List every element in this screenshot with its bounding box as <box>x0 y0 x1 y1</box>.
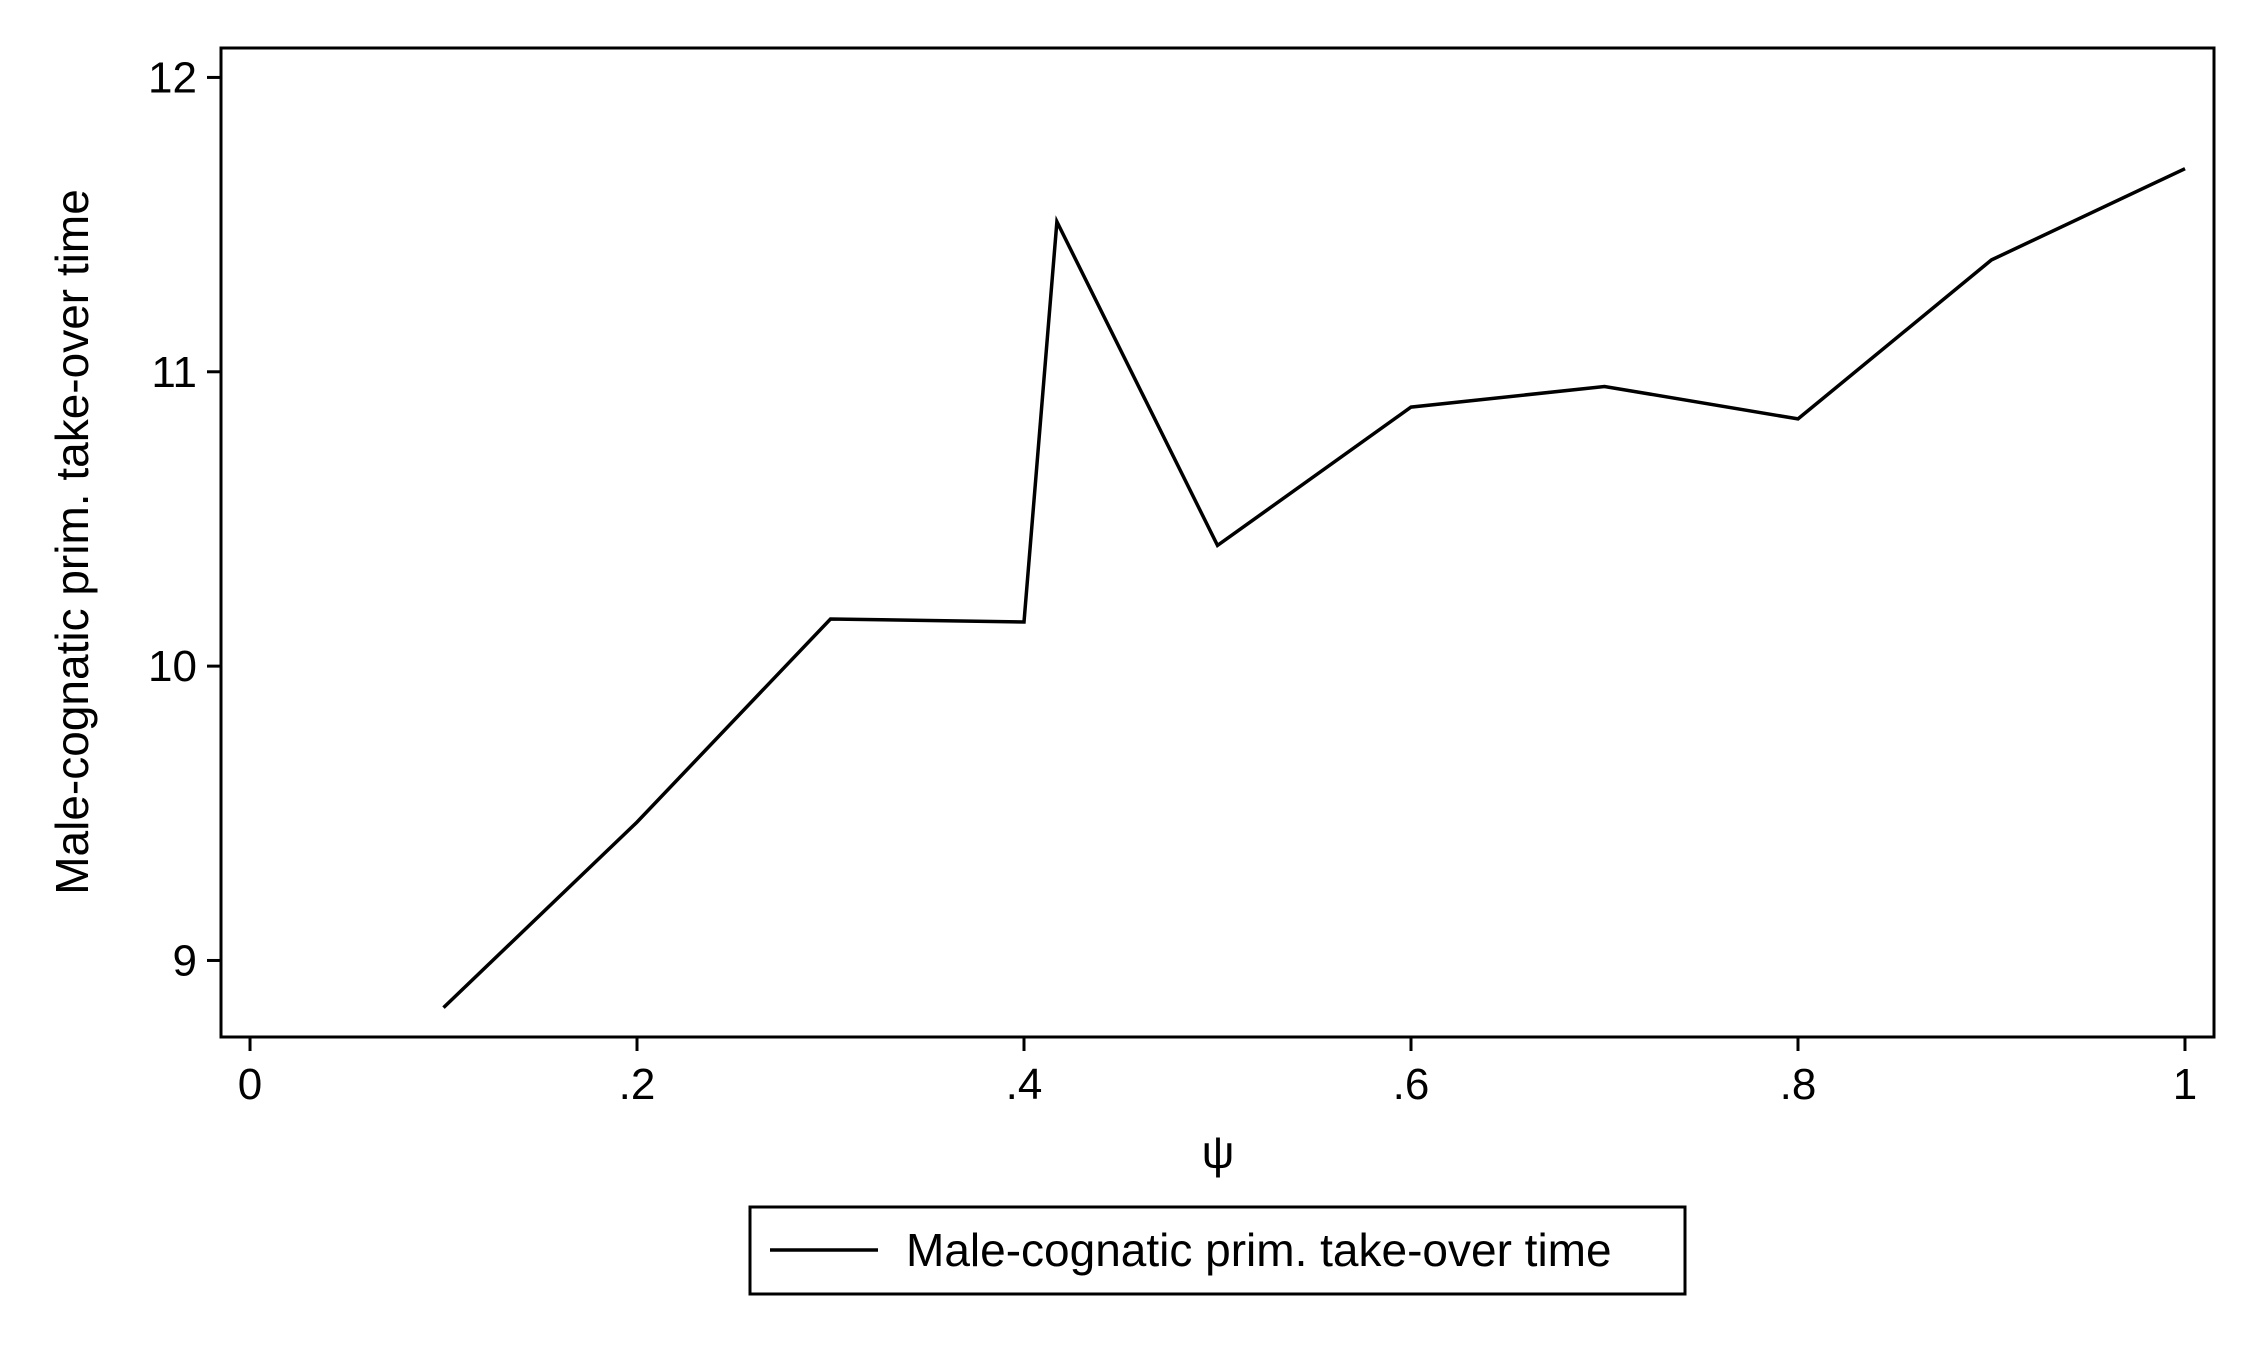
series-points <box>443 169 2185 1008</box>
legend: Male-cognatic prim. take-over time <box>748 1205 1687 1296</box>
x-tick-label: .8 <box>1780 1060 1817 1109</box>
y-axis-title: Male-cognatic prim. take-over time <box>46 189 98 895</box>
y-tick-label: 10 <box>148 642 197 691</box>
plot-frame <box>219 46 2216 1039</box>
y-tick-label: 9 <box>173 936 197 985</box>
x-tick-label: .4 <box>1006 1060 1043 1109</box>
series-line <box>442 167 2186 1009</box>
x-axis-title: ψ <box>1202 1126 1235 1178</box>
x-tick-label: .6 <box>1393 1060 1430 1109</box>
y-tick-label: 11 <box>151 348 197 397</box>
x-tick-label: .2 <box>619 1060 656 1109</box>
x-tick-label: 1 <box>2173 1060 2197 1109</box>
legend-label: Male-cognatic prim. take-over time <box>906 1224 1612 1276</box>
x-tick-label: 0 <box>238 1060 262 1109</box>
legend-box <box>748 1205 1687 1296</box>
x-axis-ticks: 0 .2 .4 .6 .8 1 <box>238 1037 2197 1109</box>
y-tick-label: 12 <box>148 53 197 102</box>
y-axis-ticks: 9 10 11 12 <box>148 53 221 985</box>
